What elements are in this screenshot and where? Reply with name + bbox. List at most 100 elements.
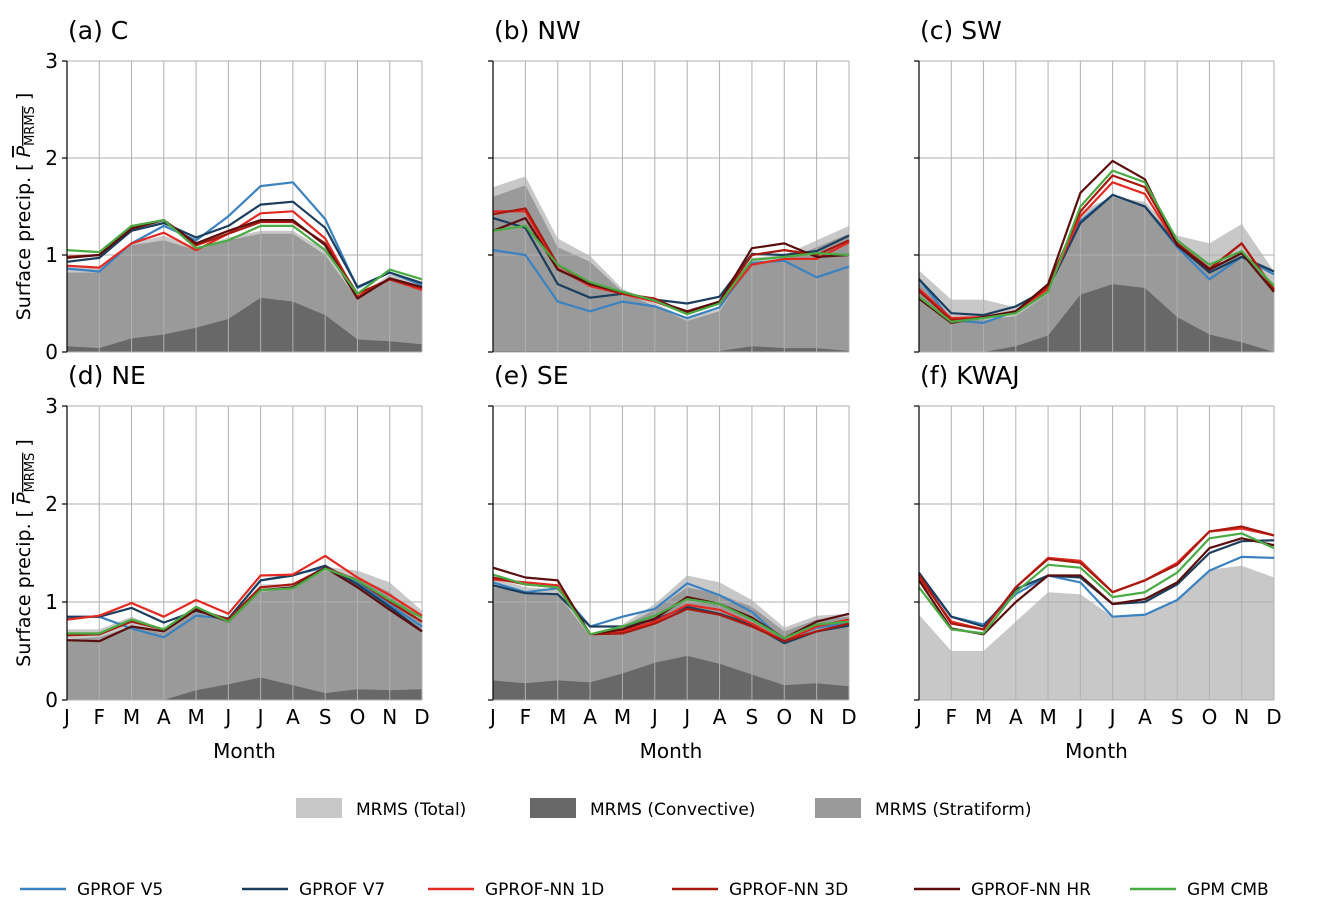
x-tick-label: J (914, 705, 922, 729)
panel-title: (a) C (68, 16, 128, 45)
legend-label-gprof-v5: GPROF V5 (77, 880, 163, 900)
series-line-gprof-v7 (918, 193, 1275, 317)
y-tick-label: 1 (45, 243, 58, 267)
x-tick-label: D (1266, 705, 1281, 729)
series-line-gpm-cmb (918, 169, 1275, 323)
panel-title: (e) SE (494, 361, 569, 390)
area-mrms-convective (67, 677, 422, 700)
x-tick-label: J (256, 705, 264, 729)
x-tick-label: J (650, 705, 658, 729)
y-tick-label: 2 (45, 146, 58, 170)
y-tick-label: 3 (45, 49, 58, 73)
series-line-gprof-v5 (918, 555, 1275, 626)
area-mrms-convective (493, 655, 849, 700)
x-tick-label: A (1009, 705, 1023, 729)
x-tick-label: A (583, 705, 597, 729)
x-tick-label: M (614, 705, 631, 729)
legend-label-mrms-total: MRMS (Total) (356, 800, 466, 820)
y-tick-label: 2 (45, 492, 58, 516)
area-mrms-convective (919, 284, 1274, 352)
x-tick-label: A (1138, 705, 1152, 729)
x-tick-label: A (286, 705, 300, 729)
legend-label-gprof-nn-3d: GPROF-NN 3D (729, 880, 848, 900)
panel-3: (c) SW (914, 16, 1275, 353)
x-tick-label: D (841, 705, 856, 729)
x-tick-label: D (414, 705, 429, 729)
legend-label-gpm-cmb: GPM CMB (1187, 880, 1269, 900)
x-tick-label: S (1171, 705, 1184, 729)
area-mrms-stratiform (919, 196, 1274, 352)
x-tick-label: M (187, 705, 204, 729)
x-tick-label: A (157, 705, 171, 729)
y-tick-label: 1 (45, 590, 58, 614)
series-line-gprof-v5 (492, 249, 850, 320)
x-tick-label: A (713, 705, 727, 729)
x-tick-label: J (223, 705, 231, 729)
panel-title: (b) NW (494, 16, 581, 45)
x-tick-label: F (94, 705, 106, 729)
x-tick-label: J (1075, 705, 1083, 729)
legend-label-gprof-nn-1d: GPROF-NN 1D (485, 880, 604, 900)
y-tick-label: 3 (45, 394, 58, 418)
area-mrms-stratiform (67, 570, 422, 700)
area-mrms-convective (493, 346, 849, 352)
legend-label-mrms-stratiform: MRMS (Stratiform) (875, 800, 1032, 820)
x-tick-label: J (682, 705, 690, 729)
area-mrms-convective (67, 297, 422, 352)
legend-label-mrms-convective: MRMS (Convective) (590, 800, 755, 820)
legend-label-gprof-v7: GPROF V7 (299, 880, 385, 900)
x-axis-label: Month (213, 739, 276, 763)
series-line-gprof-nn-hr (66, 219, 423, 300)
x-tick-label: M (123, 705, 140, 729)
legend-swatch-mrms-convective (530, 798, 576, 818)
x-tick-label: J (62, 705, 70, 729)
series-line-gprof-v7 (66, 200, 423, 289)
series-line-gpm-cmb (492, 224, 850, 316)
x-axis-label: Month (1065, 739, 1128, 763)
series-line-gprof-nn-1d (66, 554, 423, 621)
panel-title: (f) KWAJ (920, 361, 1020, 390)
panel-title: (c) SW (920, 16, 1002, 45)
legend-label-gprof-nn-hr: GPROF-NN HR (971, 880, 1091, 900)
x-tick-label: O (1202, 705, 1218, 729)
area-mrms-stratiform (493, 587, 849, 700)
panel-title: (d) NE (68, 361, 146, 390)
panel-1: 0 1 2 3 (a) C Surface precip. [ PMRMS ] (13, 16, 423, 364)
x-tick-label: O (776, 705, 792, 729)
series-line-gpm-cmb (67, 567, 423, 635)
x-tick-label: J (488, 705, 496, 729)
x-axis-label: Month (640, 739, 703, 763)
area-mrms-total (919, 565, 1274, 700)
series-line-gprof-nn-hr (492, 217, 850, 313)
y-tick-label: 0 (45, 688, 58, 712)
x-tick-label: N (1234, 705, 1249, 729)
area-mrms-stratiform (493, 185, 849, 352)
x-tick-label: O (350, 705, 366, 729)
series-line-gpm-cmb (492, 573, 850, 640)
x-tick-label: F (520, 705, 532, 729)
series-line-gprof-nn-1d (66, 210, 423, 298)
series-line-gpm-cmb (66, 219, 423, 295)
y-axis-label: Surface precip. [ PMRMS ] (13, 439, 38, 667)
series-line-gpm-cmb (918, 532, 1275, 635)
x-tick-label: F (946, 705, 958, 729)
x-tick-label: S (746, 705, 759, 729)
y-axis-label: Surface precip. [ PMRMS ] (13, 93, 38, 321)
series-line-gprof-v7 (67, 564, 423, 633)
x-tick-label: M (975, 705, 992, 729)
x-tick-label: N (809, 705, 824, 729)
x-tick-label: M (1039, 705, 1056, 729)
series-line-gprof-v7 (492, 217, 850, 305)
x-tick-label: M (549, 705, 566, 729)
legend: MRMS (Total) MRMS (Convective) MRMS (Strat… (20, 798, 1269, 900)
x-tick-label: S (319, 705, 332, 729)
series-line-gprof-nn-3d (918, 525, 1275, 631)
legend-swatch-mrms-total (296, 798, 342, 818)
x-tick-label: N (382, 705, 397, 729)
panel-2: (b) NW (488, 16, 850, 353)
x-tick-label: J (1108, 705, 1116, 729)
